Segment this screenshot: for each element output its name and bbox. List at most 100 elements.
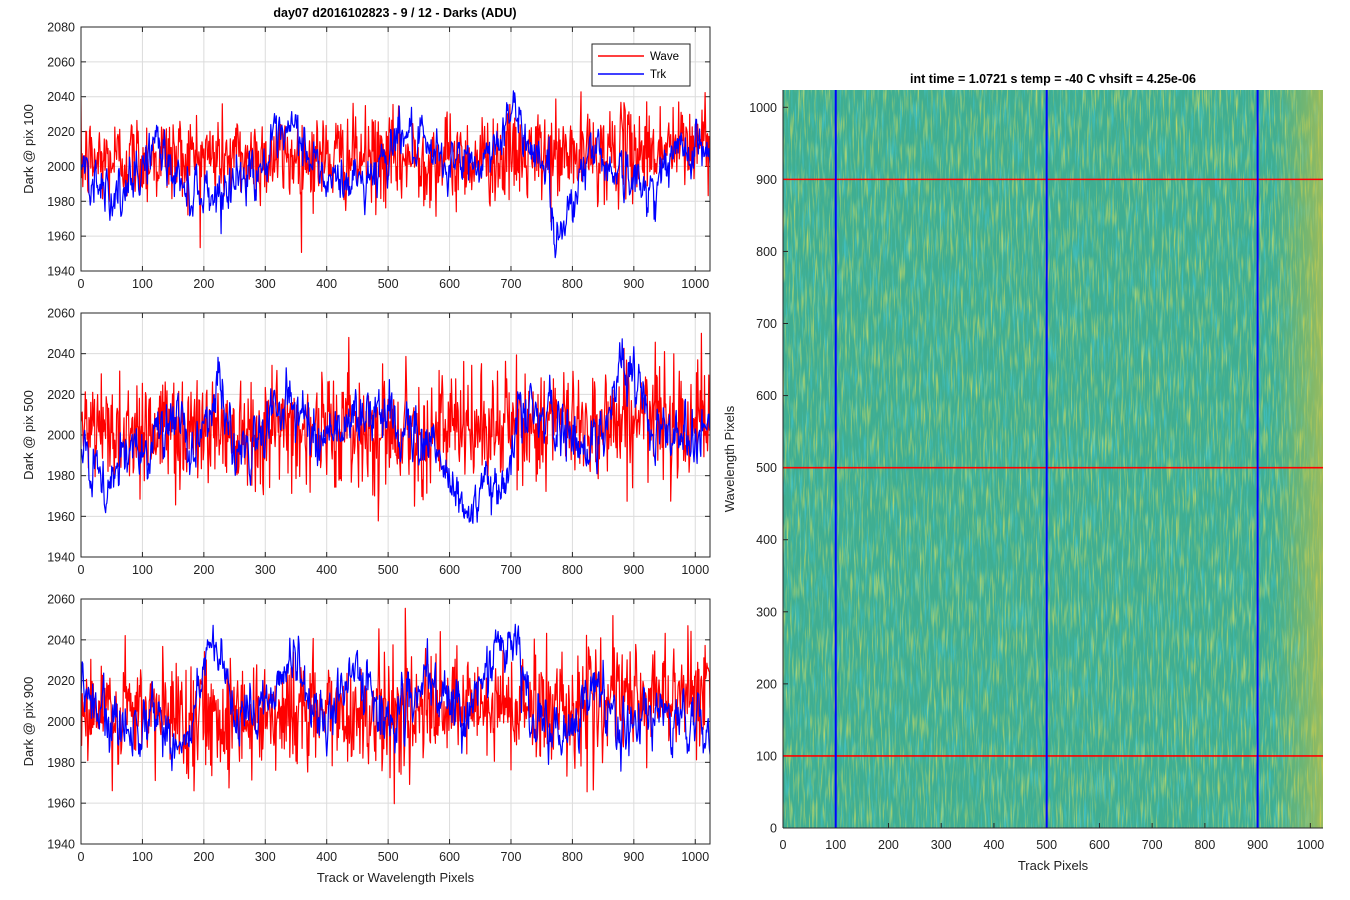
y-tick-label: 1980	[47, 756, 75, 770]
x-tick-label: 200	[878, 838, 899, 852]
y-tick-label: 2080	[47, 21, 75, 35]
x-tick-label: 100	[132, 277, 153, 291]
y-tick-label: 2020	[47, 388, 75, 402]
y-tick-label: 600	[756, 389, 777, 403]
x-tick-label: 700	[501, 277, 522, 291]
x-tick-label: 900	[1247, 838, 1268, 852]
x-tick-label: 200	[193, 563, 214, 577]
x-tick-label: 700	[501, 850, 522, 864]
y-tick-label: 100	[756, 749, 777, 763]
y-tick-label: 1940	[47, 551, 75, 565]
x-tick-label: 300	[255, 850, 276, 864]
x-tick-label: 1000	[1296, 838, 1324, 852]
figure-title: day07 d2016102823 - 9 / 12 - Darks (ADU)	[273, 6, 516, 20]
x-tick-label: 400	[316, 277, 337, 291]
series-group	[81, 607, 710, 805]
y-tick-label: 2020	[47, 674, 75, 688]
x-tick-label: 100	[132, 563, 153, 577]
y-tick-label: 2040	[47, 90, 75, 104]
y-axis-label: Dark @ pix 900	[21, 677, 36, 767]
x-tick-label: 300	[255, 277, 276, 291]
y-tick-label: 2060	[47, 593, 75, 607]
y-tick-label: 1980	[47, 469, 75, 483]
x-tick-label: 0	[780, 838, 787, 852]
y-tick-label: 500	[756, 461, 777, 475]
y-tick-label: 1960	[47, 230, 75, 244]
x-tick-label: 600	[439, 563, 460, 577]
x-tick-label: 800	[562, 850, 583, 864]
y-tick-label: 1000	[749, 101, 777, 115]
y-tick-label: 200	[756, 677, 777, 691]
x-tick-label: 800	[562, 563, 583, 577]
x-tick-label: 900	[623, 563, 644, 577]
y-tick-label: 0	[770, 822, 777, 836]
x-tick-label: 1000	[681, 277, 709, 291]
y-tick-label: 2060	[47, 307, 75, 321]
x-tick-label: 400	[316, 850, 337, 864]
x-tick-label: 1000	[681, 850, 709, 864]
heatmap-image	[783, 90, 1323, 828]
y-axis-label: Dark @ pix 500	[21, 390, 36, 480]
legend-box	[591, 43, 691, 87]
y-tick-label: 1940	[47, 838, 75, 852]
x-tick-label: 600	[439, 850, 460, 864]
series-line-wave	[81, 91, 710, 253]
legend-label: Wave	[650, 51, 679, 63]
x-tick-label: 500	[1036, 838, 1057, 852]
series-line-trk	[81, 623, 710, 772]
y-tick-label: 300	[756, 605, 777, 619]
x-axis-label: Track Pixels	[1018, 858, 1089, 873]
y-tick-label: 900	[756, 173, 777, 187]
legend: Wave Trk	[591, 43, 691, 87]
x-tick-label: 400	[984, 838, 1005, 852]
y-tick-label: 1980	[47, 195, 75, 209]
y-tick-label: 1960	[47, 797, 75, 811]
x-tick-label: 100	[132, 850, 153, 864]
y-tick-label: 400	[756, 533, 777, 547]
y-tick-label: 700	[756, 317, 777, 331]
x-tick-label: 300	[255, 563, 276, 577]
axes-frame	[80, 26, 711, 272]
panel-pix100: 0 100 200 300 400 500 600 700 800 900 1000 1940 1960…	[21, 21, 711, 291]
x-tick-label: 400	[316, 563, 337, 577]
y-tick-label: 2000	[47, 715, 75, 729]
y-tick-label: 2000	[47, 160, 75, 174]
x-tick-label: 700	[501, 563, 522, 577]
x-tick-label: 900	[623, 850, 644, 864]
y-tick-label: 800	[756, 245, 777, 259]
x-tick-label: 200	[193, 850, 214, 864]
axes-frame	[80, 312, 711, 558]
y-tick-label: 2060	[47, 55, 75, 69]
x-tick-label: 500	[378, 850, 399, 864]
y-tick-label: 2000	[47, 429, 75, 443]
x-tick-label: 800	[562, 277, 583, 291]
heatmap-title: int time = 1.0721 s temp = -40 C vhsift …	[910, 72, 1196, 86]
y-tick-label: 2020	[47, 125, 75, 139]
x-tick-label: 700	[1142, 838, 1163, 852]
axes-frame	[80, 598, 711, 845]
x-tick-label: 300	[931, 838, 952, 852]
y-tick-label: 1960	[47, 510, 75, 524]
x-tick-label: 900	[623, 277, 644, 291]
x-tick-label: 500	[378, 277, 399, 291]
heatmap-texture-warm	[783, 90, 1323, 828]
legend-label: Trk	[650, 69, 666, 81]
y-axis-label: Wavelength Pixels	[722, 405, 737, 512]
x-tick-label: 600	[1089, 838, 1110, 852]
y-tick-label: 1940	[47, 265, 75, 279]
x-tick-label: 0	[78, 850, 85, 864]
series-group	[81, 332, 710, 524]
series-group	[81, 90, 710, 259]
panel-pix900: 0 100 200 300 400 500 600 700 800 900 1000 1940 1960…	[21, 593, 711, 885]
heatmap-panel: int time = 1.0721 s temp = -40 C vhsift …	[722, 72, 1324, 873]
y-axis-label: Dark @ pix 100	[21, 104, 36, 194]
x-tick-label: 200	[193, 277, 214, 291]
x-tick-label: 0	[78, 563, 85, 577]
series-line-trk	[81, 90, 710, 259]
x-tick-label: 100	[825, 838, 846, 852]
x-tick-label: 500	[378, 563, 399, 577]
series-line-trk	[81, 338, 710, 524]
y-tick-label: 2040	[47, 633, 75, 647]
x-tick-label: 0	[78, 277, 85, 291]
